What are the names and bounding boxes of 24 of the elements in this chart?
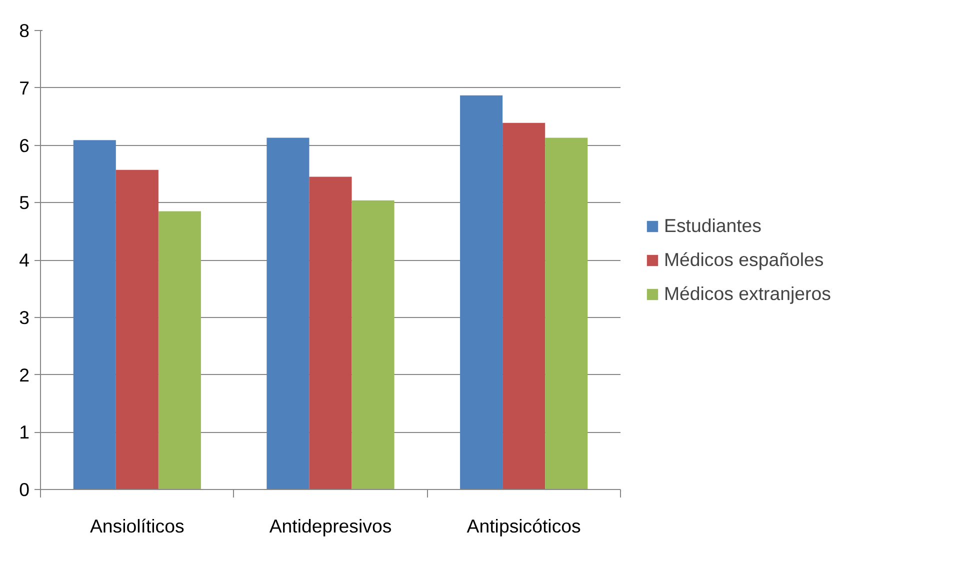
bar xyxy=(545,138,588,490)
y-tick-label: 8 xyxy=(19,20,30,41)
x-tick-label: Antipsicóticos xyxy=(466,516,581,536)
bar xyxy=(502,122,546,490)
y-tick-label: 2 xyxy=(19,364,30,386)
y-tick-label: 0 xyxy=(19,479,30,500)
bar xyxy=(73,140,116,490)
legend-label: Estudiantes xyxy=(664,214,762,236)
y-tick-label: 7 xyxy=(19,77,30,98)
bar xyxy=(352,200,394,490)
legend-label: Médicos extranjeros xyxy=(664,282,831,304)
y-tick-label: 5 xyxy=(19,192,30,214)
y-tick-label: 1 xyxy=(19,422,30,443)
bar xyxy=(158,211,201,490)
bar xyxy=(116,170,158,490)
bar xyxy=(460,95,503,490)
bar xyxy=(309,176,352,490)
y-tick-label: 4 xyxy=(19,250,30,270)
bar xyxy=(266,138,310,490)
x-tick-label: Ansiolíticos xyxy=(90,516,184,536)
x-tick-label: Antidepresivos xyxy=(269,516,392,536)
y-tick-label: 3 xyxy=(19,306,30,328)
legend-label: Médicos españoles xyxy=(664,248,824,270)
y-tick-label: 6 xyxy=(19,134,30,156)
